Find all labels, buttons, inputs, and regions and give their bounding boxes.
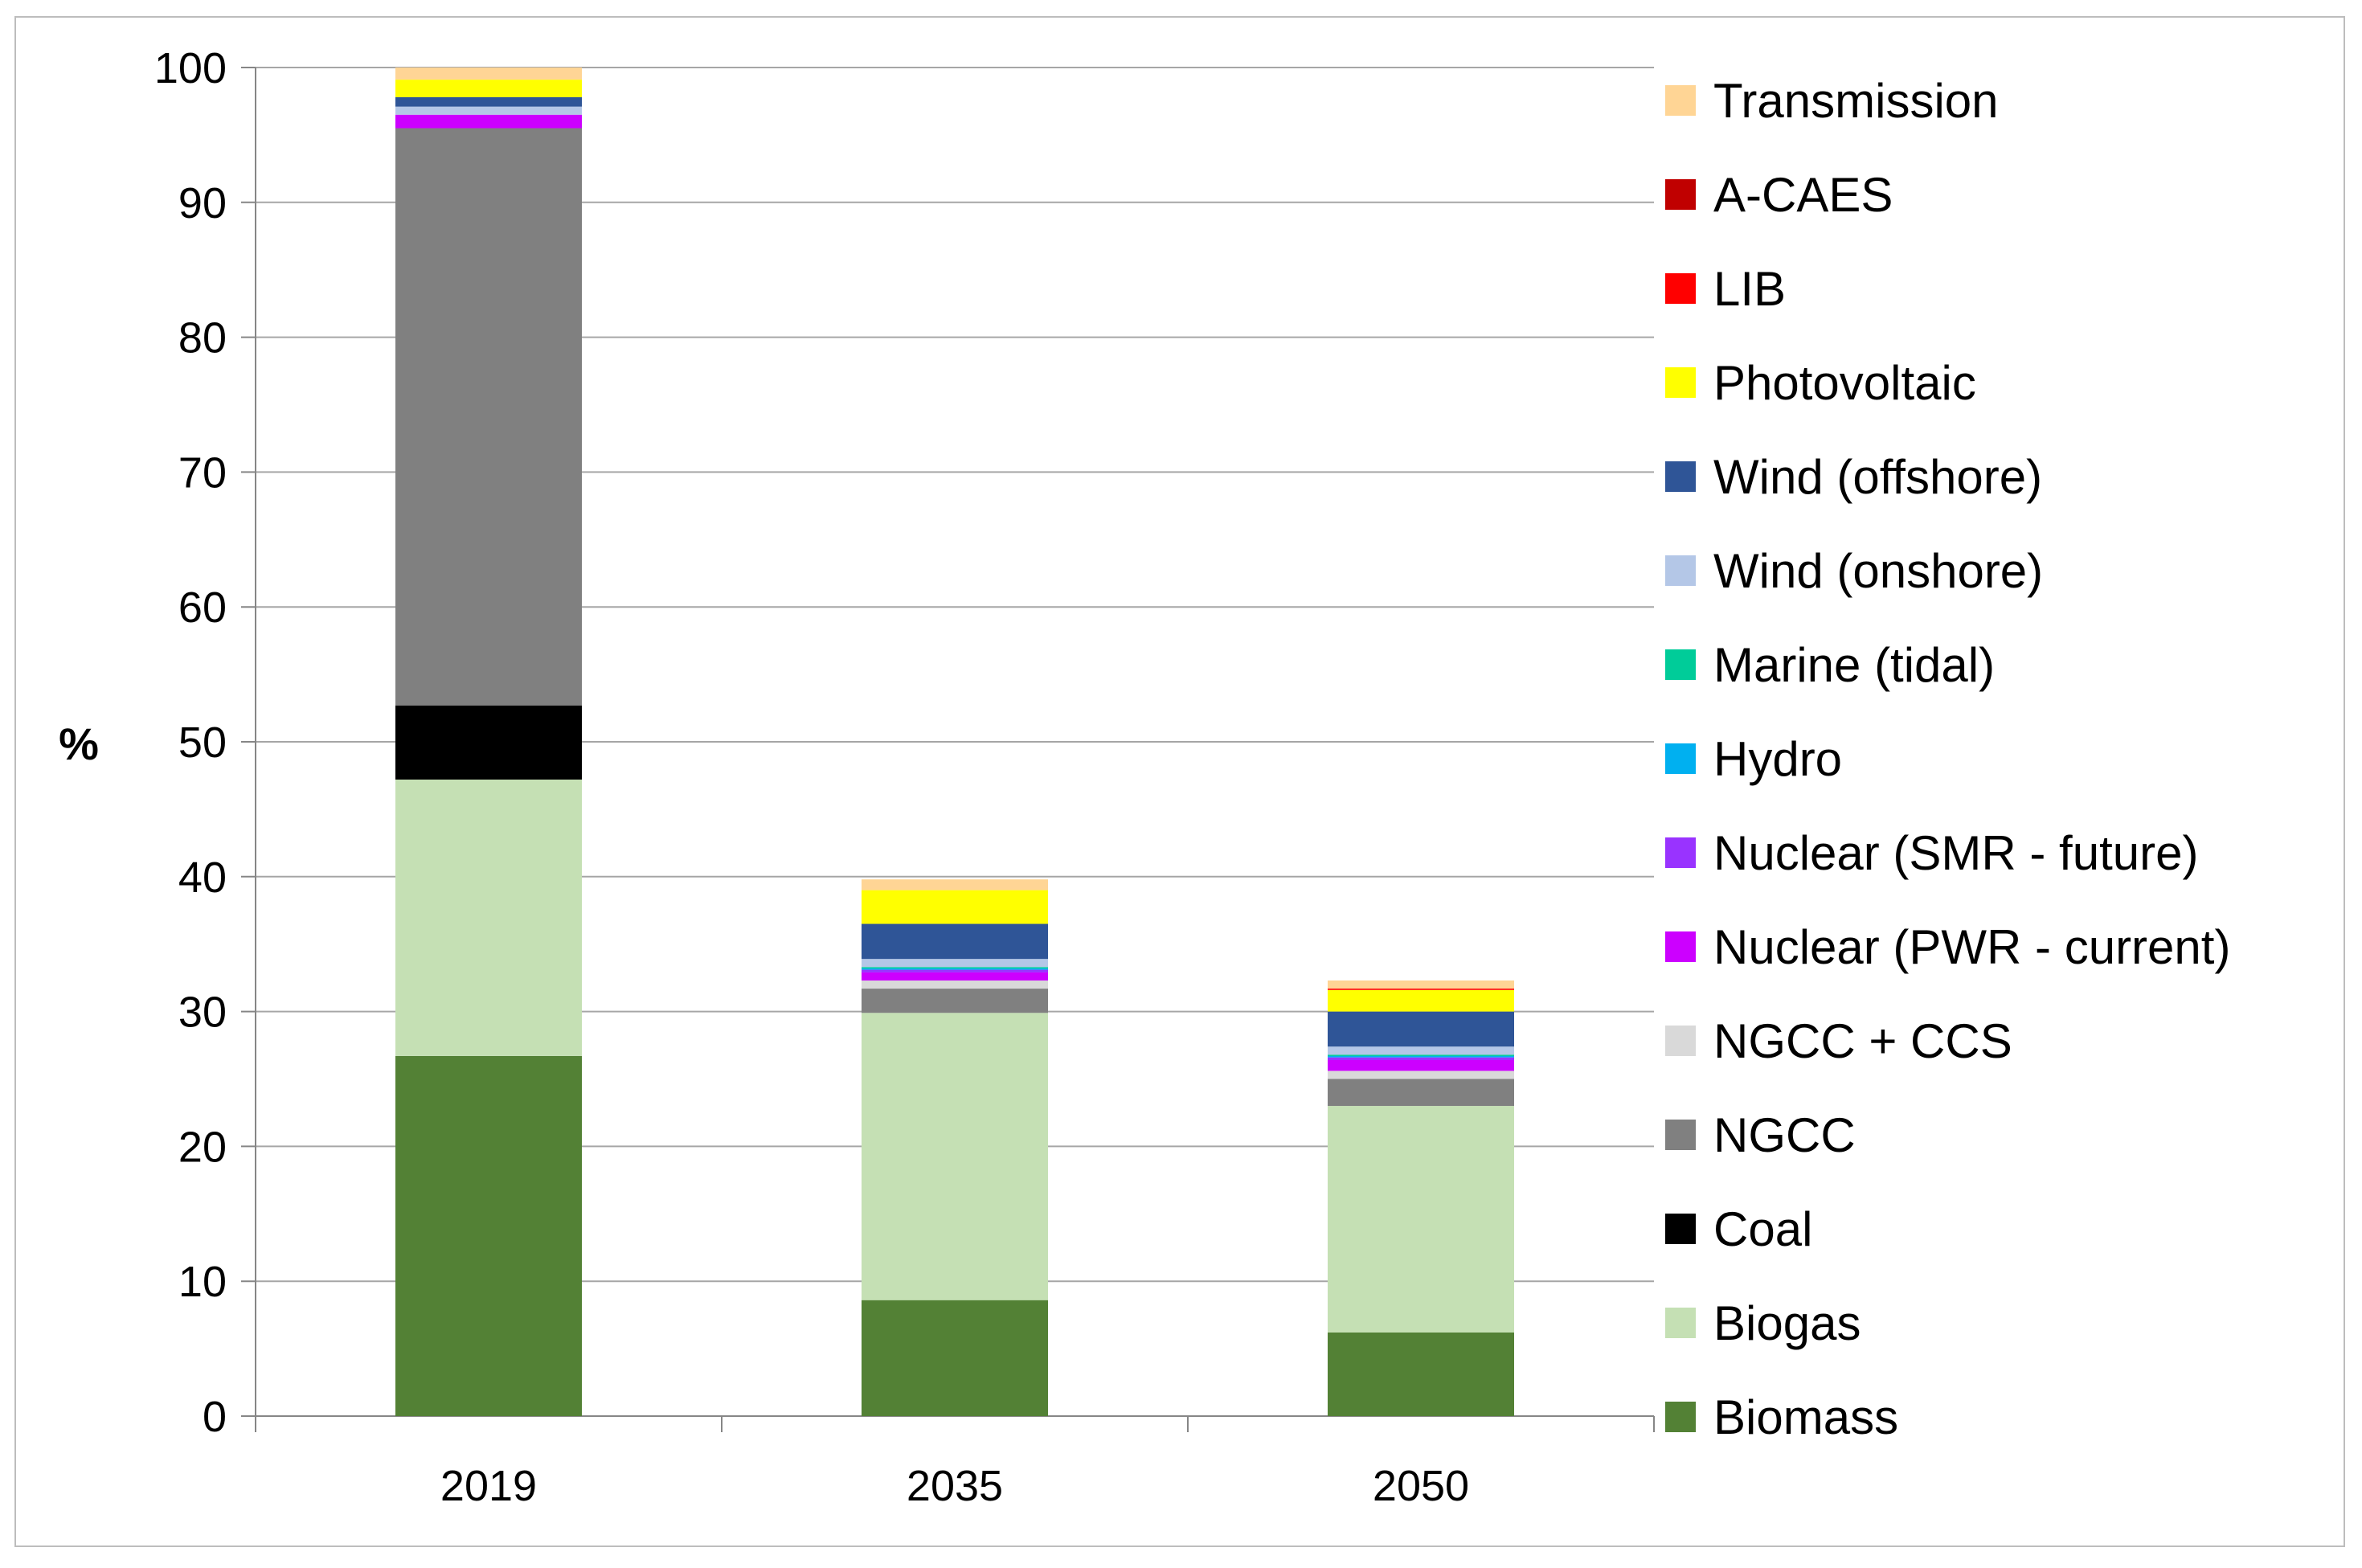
legend-swatch-lib [1665,273,1696,304]
bar-segment-ngcc-2035 [862,989,1048,1013]
bar-segment-photovoltaic-2019 [395,80,582,97]
y-tick-label: 0 [203,1393,227,1441]
y-axis-title: % [59,718,99,769]
legend-label-coal: Coal [1713,1202,1812,1256]
bar-segment-nuclear-pwr-current--2050 [1328,1060,1514,1071]
legend-label-nuclear-smr-future-: Nuclear (SMR - future) [1713,826,2198,880]
legend-label-marine-tidal-: Marine (tidal) [1713,638,1995,692]
bar-segment-hydro-2050 [1328,1055,1514,1058]
legend-label-transmission: Transmission [1713,74,1999,128]
bar-segment-biogas-2019 [395,779,582,1056]
legend-swatch-biomass [1665,1402,1696,1432]
y-tick-label: 70 [178,448,227,497]
y-tick-label: 40 [178,854,227,902]
legend-label-wind-onshore-: Wind (onshore) [1713,544,2043,598]
legend-swatch-ngcc [1665,1120,1696,1150]
y-tick-label: 90 [178,179,227,227]
bar-segment-ngcc-ccs-2035 [862,981,1048,989]
bar-segment-transmission-2035 [862,879,1048,890]
legend-swatch-nuclear-smr-future- [1665,837,1696,868]
y-tick-label: 60 [178,583,227,632]
bar-segment-marine-tidal--2035 [862,967,1048,968]
legend-swatch-biogas [1665,1308,1696,1338]
y-tick-label: 30 [178,989,227,1037]
legend-swatch-nuclear-pwr-current- [1665,931,1696,962]
legend-swatch-marine-tidal- [1665,649,1696,680]
bar-segment-photovoltaic-2050 [1328,989,1514,1012]
legend-label-lib: LIB [1713,262,1786,316]
bar-segment-wind-onshore--2035 [862,959,1048,968]
y-tick-label: 100 [154,44,227,92]
bar-segment-nuclear-pwr-current--2035 [862,972,1048,981]
bar-segment-biomass-2019 [395,1055,582,1416]
bar-segment-transmission-2050 [1328,981,1514,989]
y-tick-label: 20 [178,1123,227,1171]
bar-segment-nuclear-smr-future--2035 [862,969,1048,972]
bar-segment-biomass-2035 [862,1300,1048,1416]
legend-label-a-caes: A-CAES [1713,168,1893,222]
x-tick-label: 2019 [440,1462,537,1510]
legend-label-biogas: Biogas [1713,1296,1861,1350]
y-tick-label: 50 [178,718,227,767]
x-tick-label: 2035 [907,1462,1003,1510]
legend-swatch-photovoltaic [1665,367,1696,398]
legend-label-ngcc: NGCC [1713,1108,1856,1162]
legend-label-biomass: Biomass [1713,1390,1898,1444]
legend-label-wind-offshore-: Wind (offshore) [1713,450,2042,504]
bar-segment-ngcc-2019 [395,128,582,706]
x-tick-label: 2050 [1373,1462,1469,1510]
bar-segment-wind-onshore--2019 [395,106,582,115]
bar-segment-biogas-2035 [862,1013,1048,1300]
legend-swatch-wind-onshore- [1665,555,1696,586]
bar-segment-nuclear-smr-future--2050 [1328,1057,1514,1061]
legend-swatch-wind-offshore- [1665,461,1696,492]
bar-segment-biomass-2050 [1328,1332,1514,1416]
bar-segment-lib-2050 [1328,989,1514,990]
y-tick-label: 80 [178,314,227,362]
bar-segment-marine-tidal--2050 [1328,1054,1514,1056]
bar-segment-ngcc-ccs-2050 [1328,1071,1514,1079]
legend-label-photovoltaic: Photovoltaic [1713,356,1976,410]
bar-segment-transmission-2019 [395,68,582,80]
legend-swatch-transmission [1665,85,1696,116]
bar-segment-biogas-2050 [1328,1106,1514,1333]
legend-swatch-coal [1665,1214,1696,1244]
bar-segment-wind-offshore--2035 [862,923,1048,960]
bar-segment-hydro-2035 [862,968,1048,970]
bar-segment-nuclear-pwr-current--2019 [395,114,582,129]
y-tick-label: 10 [178,1258,227,1306]
legend-swatch-hydro [1665,743,1696,774]
bar-segment-wind-offshore--2050 [1328,1011,1514,1047]
bar-segment-wind-offshore--2019 [395,96,582,107]
legend-swatch-ngcc-ccs [1665,1026,1696,1056]
bar-segment-photovoltaic-2035 [862,890,1048,924]
legend-swatch-a-caes [1665,179,1696,210]
bar-segment-ngcc-2050 [1328,1079,1514,1107]
legend-label-nuclear-pwr-current-: Nuclear (PWR - current) [1713,920,2230,974]
bar-segment-coal-2019 [395,705,582,780]
bar-segment-wind-onshore--2050 [1328,1046,1514,1055]
legend-label-ngcc-ccs: NGCC + CCS [1713,1014,2012,1068]
legend-label-hydro: Hydro [1713,732,1842,786]
